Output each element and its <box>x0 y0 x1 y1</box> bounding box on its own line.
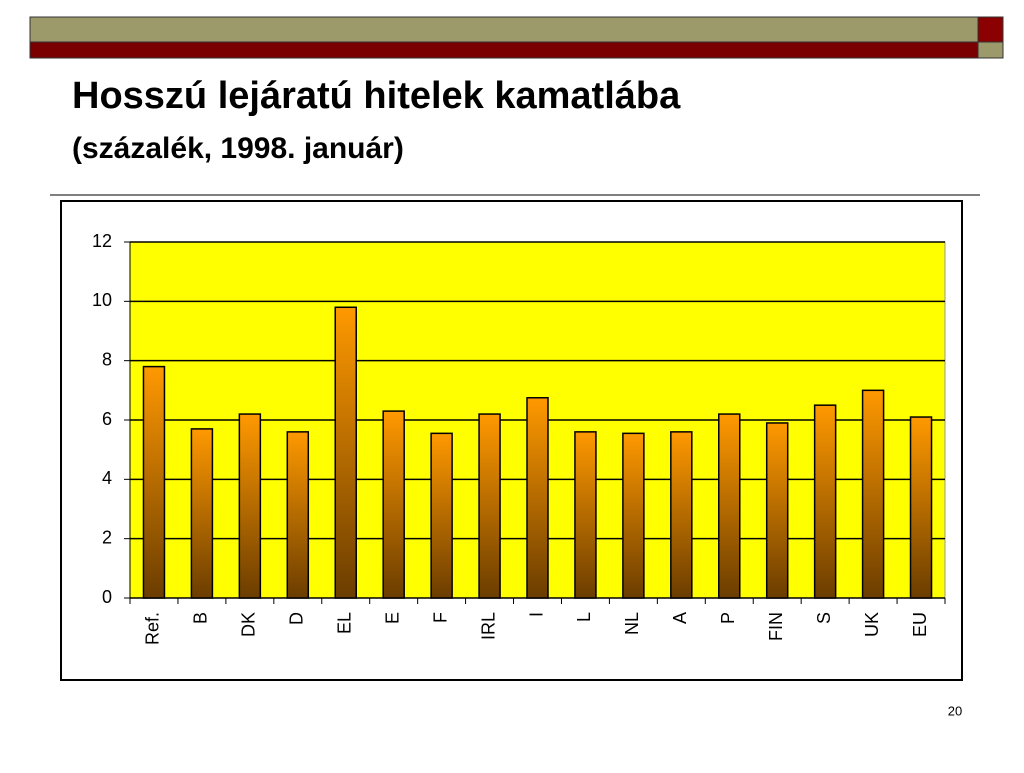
bar <box>334 306 357 599</box>
x-tick-label: EU <box>910 612 930 637</box>
deco-square <box>977 16 1004 43</box>
bar <box>238 413 262 599</box>
x-tick-label: L <box>574 612 594 622</box>
y-tick-label: 2 <box>102 527 112 547</box>
x-tick-label: IRL <box>478 612 498 640</box>
slide-title: Hosszú lejáratú hitelek kamatlába <box>72 75 681 117</box>
bar <box>382 410 405 599</box>
bar <box>909 416 933 599</box>
bar <box>286 431 310 599</box>
bar <box>478 413 501 599</box>
bar <box>574 431 597 599</box>
y-tick-label: 0 <box>102 587 112 607</box>
bar <box>813 404 837 599</box>
x-tick-label: A <box>670 612 690 624</box>
x-tick-label: E <box>382 612 402 624</box>
deco-square <box>977 41 1004 59</box>
deco-bar <box>29 16 979 43</box>
deco-bar <box>29 41 979 59</box>
chart: 0 2 4 6 8 10 12 Ref. B DK D EL E F IRL I L NL A P FIN S UK EU <box>92 231 946 645</box>
x-tick-label: NL <box>622 612 642 635</box>
slide-subtitle: (százalék, 1998. január) <box>72 132 404 165</box>
x-tick-label: S <box>814 612 834 624</box>
x-tick-label: D <box>287 612 307 625</box>
bar <box>430 432 453 599</box>
y-tick-label: 12 <box>92 231 112 251</box>
bar <box>765 422 789 599</box>
x-tick-label: DK <box>239 612 259 637</box>
y-tick-label: 8 <box>102 349 112 369</box>
x-tick-label: F <box>430 612 450 623</box>
bar <box>622 432 645 599</box>
bar <box>718 413 741 599</box>
bar <box>526 397 549 599</box>
x-tick-label: B <box>191 612 211 624</box>
page-number: 20 <box>948 703 962 718</box>
y-tick-label: 10 <box>92 290 112 310</box>
x-tick-label: Ref. <box>143 612 163 645</box>
x-tick-label: UK <box>862 612 882 637</box>
x-tick-label: P <box>718 612 738 624</box>
bar <box>142 365 166 599</box>
y-tick-label: 4 <box>102 468 112 488</box>
bar <box>861 389 885 599</box>
x-tick-label: FIN <box>766 612 786 641</box>
x-tick-label: EL <box>334 612 354 634</box>
bar <box>190 428 214 599</box>
x-tick-label: I <box>526 612 546 617</box>
bar <box>670 431 693 599</box>
y-tick-label: 6 <box>102 409 112 429</box>
